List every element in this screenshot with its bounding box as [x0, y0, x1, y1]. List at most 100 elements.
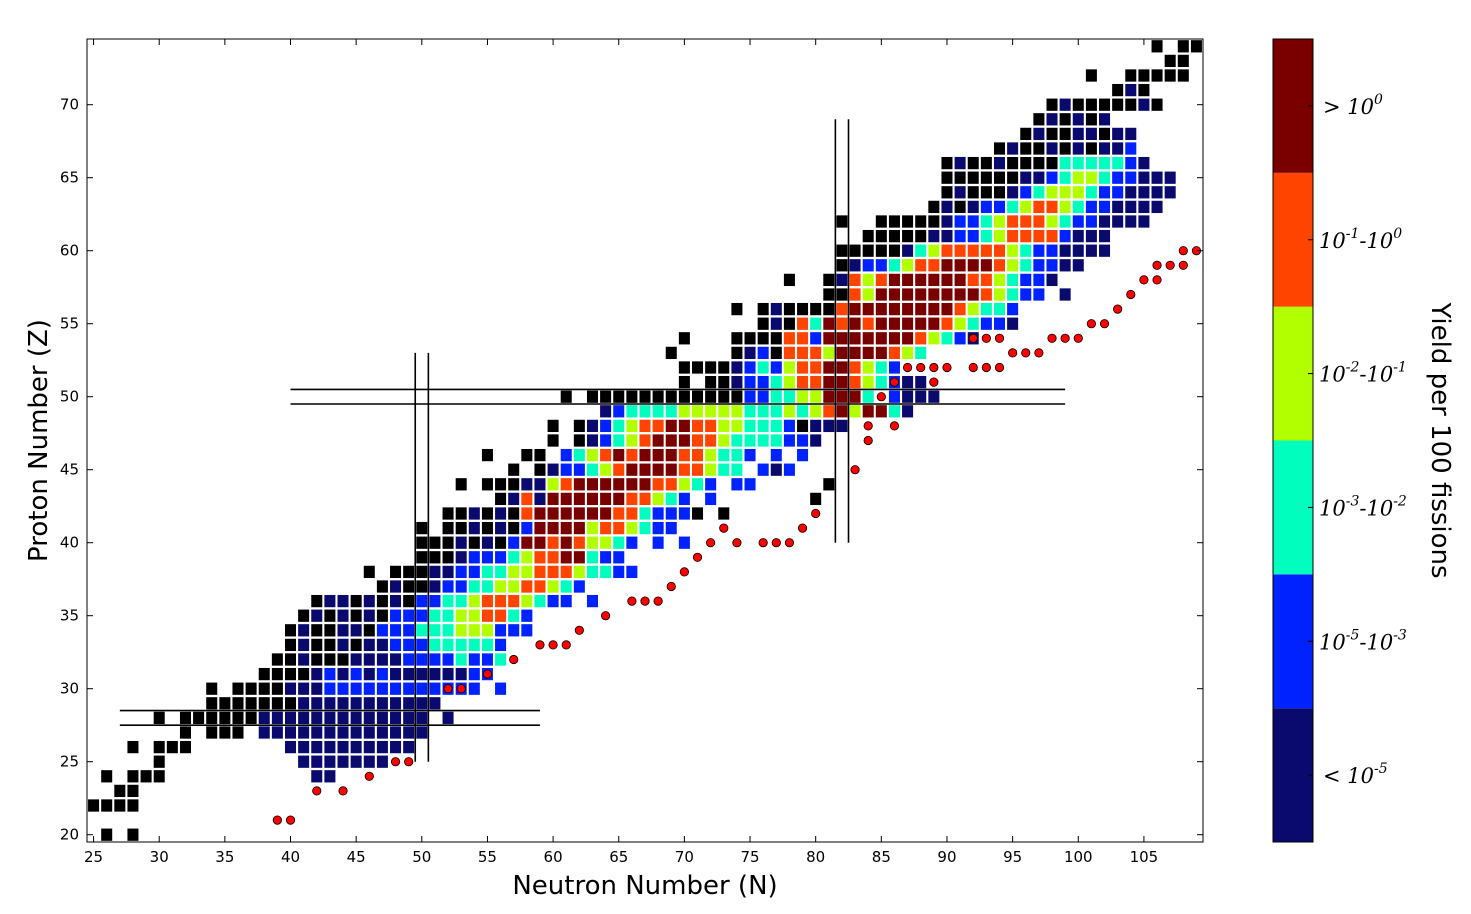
nuclide-cell	[1033, 288, 1045, 301]
nuclide-cell	[744, 390, 756, 403]
nuclide-cell	[678, 375, 690, 389]
nuclide-cell	[429, 580, 441, 593]
nuclide-cell	[442, 551, 454, 564]
nuclide-cell	[573, 434, 585, 447]
nuclide-cell	[757, 390, 769, 403]
fission-marker	[863, 421, 873, 431]
nuclide-cell	[153, 711, 165, 725]
nuclide-cell	[495, 682, 507, 695]
nuclide-cell	[823, 390, 835, 403]
nuclide-cell	[508, 609, 520, 622]
nuclide-cell	[1046, 171, 1058, 184]
nuclide-cell	[442, 638, 454, 652]
nuclide-cell	[1164, 171, 1176, 184]
nuclide-cell	[311, 667, 323, 681]
nuclide-cell	[600, 521, 612, 535]
nuclide-cell	[1033, 113, 1045, 126]
nuclide-cell	[1138, 83, 1150, 97]
nuclide-cell	[613, 390, 625, 403]
nuclide-cell	[258, 697, 270, 710]
nuclide-cell	[390, 711, 402, 725]
nuclide-cell	[521, 521, 533, 535]
nuclide-cell	[455, 478, 467, 491]
nuclide-cell	[849, 405, 861, 418]
nuclide-cell	[390, 682, 402, 695]
nuclide-cell	[495, 478, 507, 491]
nuclide-cell	[1007, 317, 1019, 330]
fission-marker	[653, 596, 663, 606]
nuclide-cell	[179, 740, 191, 754]
nuclide-cell	[311, 726, 323, 739]
nuclide-cell	[1072, 113, 1084, 126]
nuclide-cell	[376, 682, 388, 695]
nuclide-cell	[626, 536, 638, 549]
nuclide-cell	[875, 229, 887, 243]
nuclide-cell	[744, 434, 756, 447]
nuclide-cell	[547, 551, 559, 564]
nuclide-cell	[101, 770, 113, 783]
nuclide-cell	[744, 405, 756, 418]
nuclide-cell	[810, 405, 822, 418]
nuclide-cell	[586, 536, 598, 549]
fission-marker	[732, 538, 742, 548]
nuclide-cell	[967, 171, 979, 184]
fission-marker	[1113, 304, 1123, 314]
nuclide-cell	[1059, 259, 1071, 272]
nuclide-cell	[1020, 273, 1032, 287]
nuclide-cell	[888, 229, 900, 243]
nuclide-cell	[757, 302, 769, 316]
nuclide-cell	[1164, 69, 1176, 82]
colorbar-bin	[1273, 708, 1313, 842]
nuclide-cell	[311, 638, 323, 652]
nuclide-cell	[915, 244, 927, 257]
nuclide-cell	[705, 448, 717, 462]
nuclide-cell	[744, 361, 756, 374]
nuclide-cell	[586, 448, 598, 462]
nuclide-cell	[915, 259, 927, 272]
nuclide-cell	[770, 332, 782, 345]
nuclide-cell	[429, 697, 441, 710]
nuclide-cell	[416, 565, 428, 579]
nuclide-cell	[337, 653, 349, 666]
fission-marker	[1073, 333, 1083, 343]
nuclide-cell	[902, 390, 914, 403]
nuclide-cell	[298, 638, 310, 652]
nuclide-cell	[416, 711, 428, 725]
nuclide-cell	[783, 346, 795, 360]
nuclide-cell	[298, 653, 310, 666]
nuclide-cell	[888, 215, 900, 228]
nuclide-cell	[324, 770, 336, 783]
nuclide-cell	[495, 551, 507, 564]
nuclide-cell	[718, 434, 730, 447]
nuclide-cell	[534, 521, 546, 535]
nuclide-cell	[1177, 69, 1189, 82]
nuclide-cell	[573, 580, 585, 593]
fission-marker	[272, 815, 282, 825]
nuclide-cell	[101, 799, 113, 812]
nuclide-cell	[547, 580, 559, 593]
nuclide-cell	[127, 784, 139, 798]
nuclide-cell	[783, 273, 795, 287]
nuclide-cell	[928, 244, 940, 257]
nuclide-cell	[495, 565, 507, 579]
x-tick-label: 40	[281, 848, 300, 866]
nuclide-cell	[1033, 171, 1045, 184]
nuclide-cell	[954, 273, 966, 287]
nuclide-cell	[363, 594, 375, 608]
fission-marker	[1178, 260, 1188, 270]
nuclide-cell	[954, 215, 966, 228]
nuclide-cell	[573, 463, 585, 476]
nuclide-cell	[941, 273, 953, 287]
nuclide-cell	[455, 638, 467, 652]
fission-marker	[863, 435, 873, 446]
nuclide-cell	[928, 302, 940, 316]
nuclide-cell	[193, 711, 205, 725]
nuclide-cell	[1085, 200, 1097, 214]
nuclide-cell	[1099, 156, 1111, 170]
nuclide-cell	[849, 346, 861, 360]
nuclide-cell	[705, 375, 717, 389]
nuclide-cell	[468, 580, 480, 593]
nuclide-cell	[613, 492, 625, 506]
nuclide-cell	[823, 346, 835, 360]
nuclide-cell	[219, 697, 231, 710]
